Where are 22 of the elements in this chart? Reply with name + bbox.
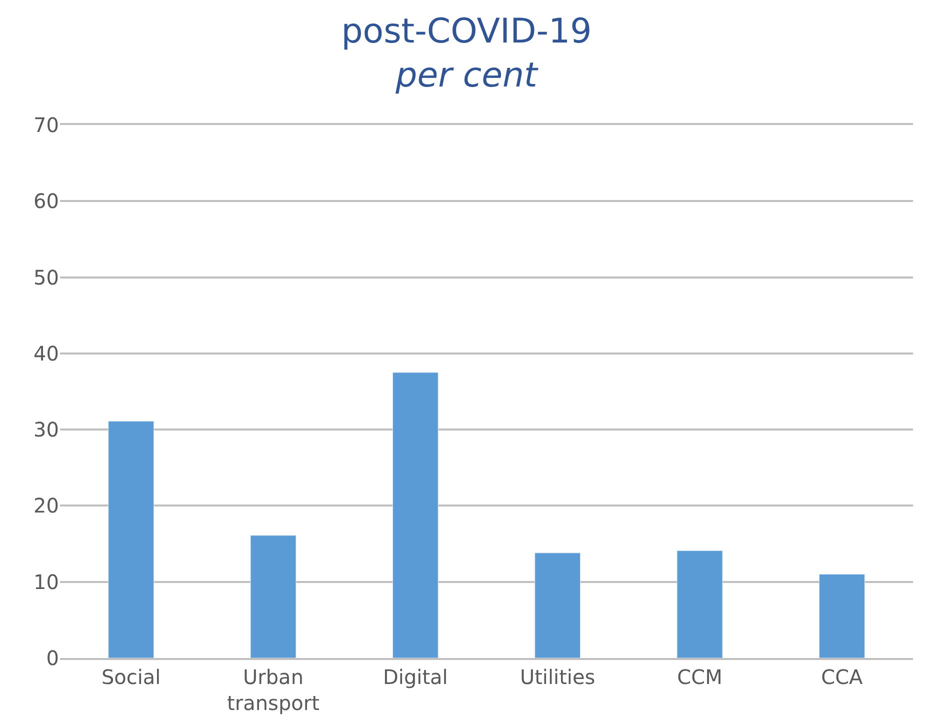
y-tick-label: 50 [34, 265, 59, 290]
x-tick-label: CCM [677, 665, 722, 689]
bar [392, 372, 438, 658]
bar [250, 535, 296, 658]
y-tick-label: 70 [34, 113, 59, 137]
x-tick-label: Social [101, 665, 161, 689]
y-tick-label: 60 [34, 189, 59, 214]
bar [534, 552, 581, 658]
x-tick-label: Utilities [520, 665, 596, 689]
x-tick-label: Urban transport [227, 665, 320, 715]
y-tick-label: 10 [34, 570, 59, 594]
bar [676, 550, 723, 658]
y-tick-label: 30 [34, 418, 59, 442]
y-tick-label: 40 [34, 341, 59, 366]
y-tick-label: 20 [34, 494, 59, 518]
y-tick-label: 0 [46, 646, 59, 670]
chart-subtitle: per cent [394, 56, 540, 96]
x-tick-label: Digital [382, 665, 448, 689]
x-tick-label: CCA [821, 665, 864, 689]
bar [818, 574, 865, 658]
bar [108, 420, 154, 658]
chart-title: post-COVID-19 [341, 12, 592, 52]
